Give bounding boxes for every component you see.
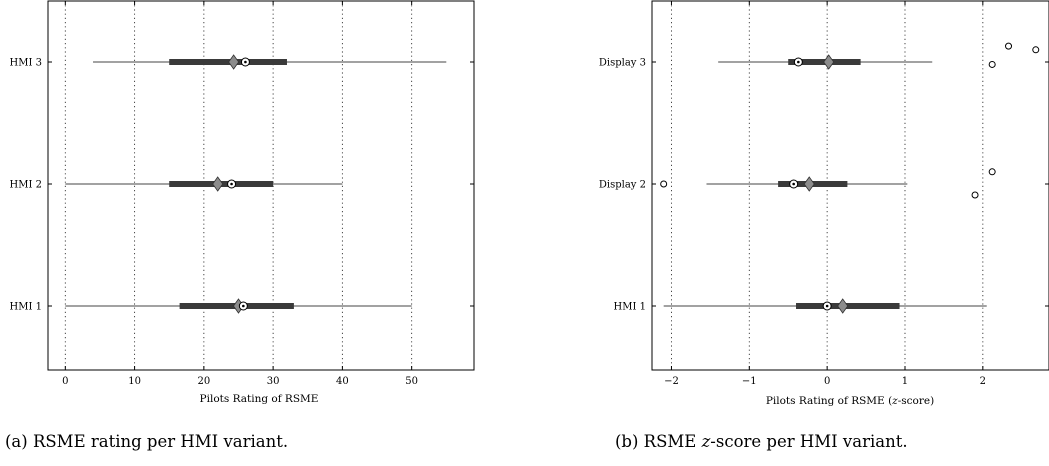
x-tick-label: −1 bbox=[742, 376, 757, 387]
mean-marker bbox=[212, 176, 224, 192]
plot-frame bbox=[47, 0, 475, 371]
x-tick-label: 0 bbox=[62, 376, 68, 387]
category-label: HMI 1 bbox=[10, 302, 42, 313]
x-tick-label: 10 bbox=[128, 376, 141, 387]
outlier-point bbox=[1032, 46, 1040, 54]
outlier-point bbox=[660, 180, 668, 188]
mean-marker bbox=[837, 298, 849, 314]
median-dot bbox=[792, 182, 795, 186]
box-hmi-3 bbox=[93, 54, 447, 70]
median-dot bbox=[825, 304, 829, 308]
caption-a: (a) RSME rating per HMI variant. bbox=[5, 432, 288, 451]
x-tick-label: 1 bbox=[902, 376, 908, 387]
box-display-3 bbox=[718, 42, 1040, 70]
x-tick-label: 30 bbox=[267, 376, 280, 387]
y-axis-labels: HMI 3 HMI 2 HMI 1 bbox=[10, 58, 42, 313]
box-hmi-2 bbox=[65, 176, 343, 192]
x-tick-label: 40 bbox=[336, 376, 349, 387]
x-axis-title: Pilots Rating of RSME (z-score) bbox=[766, 395, 934, 407]
category-label: HMI 1 bbox=[614, 302, 646, 313]
outlier-point bbox=[988, 168, 996, 176]
x-axis-ticks: 0 10 20 30 40 50 bbox=[48, 1, 474, 387]
category-label: Display 3 bbox=[599, 58, 646, 69]
x-axis-title: Pilots Rating of RSME bbox=[200, 393, 319, 405]
median-dot bbox=[230, 182, 233, 186]
x-tick-label: −2 bbox=[664, 376, 679, 387]
median-dot bbox=[242, 304, 245, 308]
box-hmi-1 bbox=[663, 298, 987, 314]
box-hmi-1 bbox=[65, 298, 412, 314]
category-label: HMI 3 bbox=[10, 58, 42, 69]
category-label: HMI 2 bbox=[10, 180, 42, 191]
mean-marker bbox=[803, 176, 815, 192]
caption-b: (b) RSME z-score per HMI variant. bbox=[615, 432, 908, 451]
x-tick-label: 2 bbox=[980, 376, 986, 387]
x-axis-ticks: −2 −1 0 1 2 bbox=[652, 1, 1049, 387]
box-series bbox=[660, 42, 1040, 314]
x-tick-label: 50 bbox=[405, 376, 418, 387]
chart-panel-a: 0 10 20 30 40 50 HMI 3 HMI 2 HMI 1 Pilots Ratin… bbox=[5, 0, 475, 451]
outlier-point bbox=[971, 191, 979, 199]
outlier-point bbox=[988, 60, 996, 68]
chart-panel-b: −2 −1 0 1 2 Display 3 Display 2 HMI 1 Pilots R… bbox=[599, 0, 1049, 451]
median-dot bbox=[244, 60, 247, 64]
iqr-box bbox=[169, 59, 287, 65]
box-series bbox=[65, 54, 447, 314]
plot-frame bbox=[651, 0, 1049, 371]
x-tick-label: 0 bbox=[824, 376, 830, 387]
mean-marker bbox=[823, 54, 835, 70]
x-tick-label: 20 bbox=[197, 376, 210, 387]
box-display-2 bbox=[660, 168, 996, 199]
category-label: Display 2 bbox=[599, 180, 646, 191]
outlier-point bbox=[1005, 42, 1013, 50]
median-dot bbox=[797, 60, 800, 64]
mean-marker bbox=[228, 54, 240, 70]
y-axis-labels: Display 3 Display 2 HMI 1 bbox=[599, 58, 646, 313]
